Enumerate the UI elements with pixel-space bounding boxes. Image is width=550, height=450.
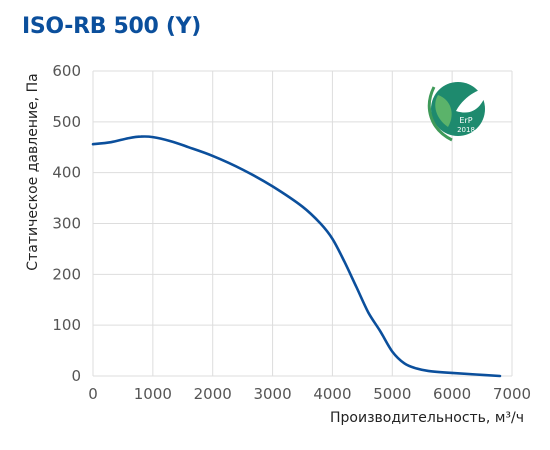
x-tick-label: 4000 bbox=[313, 385, 351, 403]
x-tick-label: 6000 bbox=[433, 385, 471, 403]
y-tick-label: 400 bbox=[52, 164, 81, 182]
x-axis-label: Производительность, м³/ч bbox=[330, 410, 524, 426]
series-layer bbox=[91, 135, 502, 378]
y-tick-label: 100 bbox=[52, 316, 81, 334]
y-tick-label: 600 bbox=[52, 62, 81, 80]
x-tick-label: 1000 bbox=[134, 385, 172, 403]
y-tick-label: 200 bbox=[52, 265, 81, 283]
leaf-icon bbox=[427, 86, 488, 142]
erp-badge: ErP 2018 bbox=[427, 82, 488, 142]
y-tick-label: 0 bbox=[71, 367, 81, 385]
x-tick-label: 0 bbox=[88, 385, 98, 403]
y-tick-label: 500 bbox=[52, 113, 81, 131]
y-axis-label: Статическое давление, Па bbox=[25, 73, 41, 270]
x-tick-label: 2000 bbox=[194, 385, 232, 403]
x-tick-label: 5000 bbox=[373, 385, 411, 403]
badge-year: 2018 bbox=[457, 126, 475, 134]
grid bbox=[92, 70, 513, 377]
y-tick-labels: 0 100 200 300 400 500 600 bbox=[52, 62, 81, 385]
series-line bbox=[91, 135, 502, 378]
x-tick-label: 7000 bbox=[493, 385, 531, 403]
x-tick-label: 3000 bbox=[253, 385, 291, 403]
badge-label: ErP bbox=[459, 116, 472, 125]
chart-title: ISO-RB 500 (Y) bbox=[22, 14, 202, 39]
x-tick-labels: 0 1000 2000 3000 4000 5000 6000 7000 bbox=[88, 385, 531, 403]
y-tick-label: 300 bbox=[52, 215, 81, 233]
